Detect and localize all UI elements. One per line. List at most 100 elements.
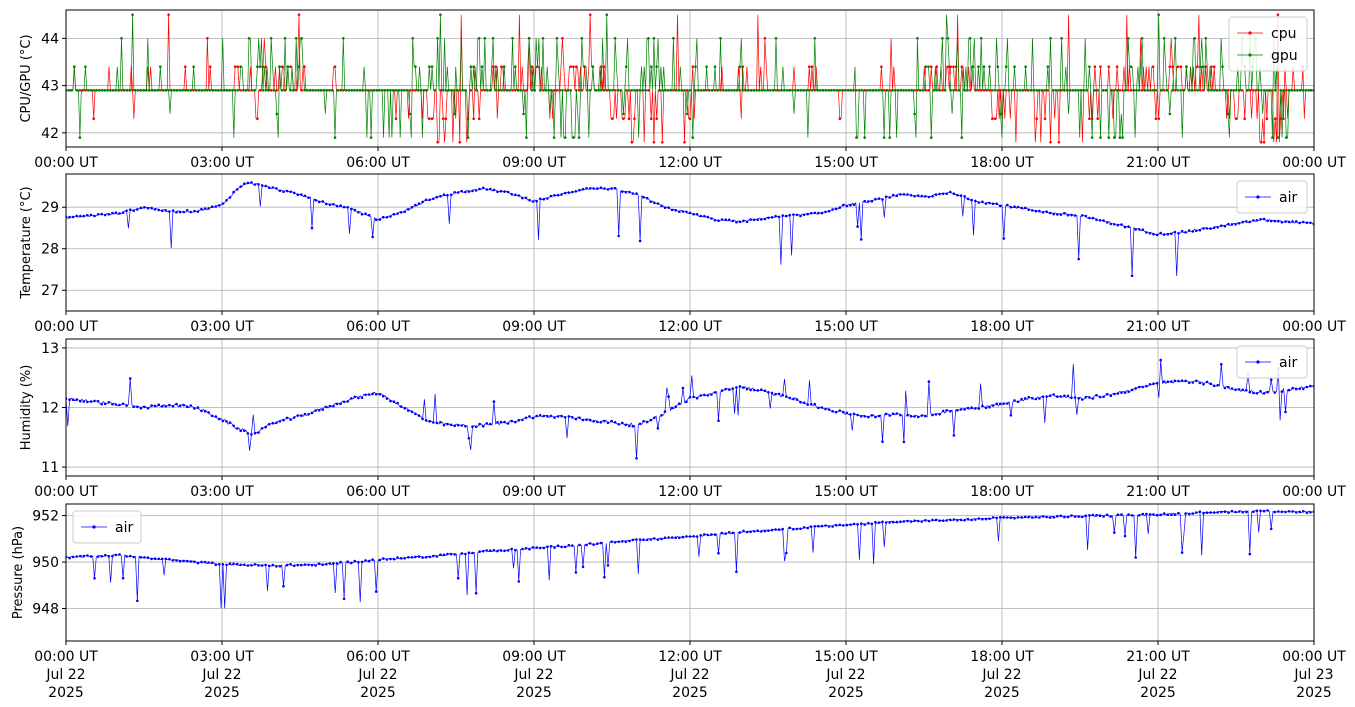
data-point: [599, 420, 603, 424]
data-point: [453, 553, 457, 556]
data-point: [471, 189, 474, 193]
data-point: [1176, 65, 1180, 68]
data-point: [1230, 509, 1234, 513]
data-point: [586, 89, 589, 92]
data-point: [1212, 384, 1216, 388]
data-point: [311, 89, 315, 92]
data-point: [192, 89, 195, 92]
data-point: [218, 417, 221, 421]
data-point: [1266, 390, 1269, 394]
data-point: [1199, 89, 1202, 92]
data-point: [1305, 511, 1309, 514]
data-point: [103, 89, 107, 92]
data-point: [830, 89, 833, 92]
data-point: [367, 393, 371, 396]
data-point: [111, 554, 114, 558]
data-point: [844, 89, 847, 92]
data-point: [257, 183, 260, 186]
data-point: [1185, 65, 1188, 68]
data-point: [150, 404, 153, 407]
data-point: [436, 37, 439, 40]
data-point: [567, 543, 571, 547]
data-point: [1166, 513, 1170, 516]
data-point: [1276, 13, 1280, 16]
data-point: [777, 215, 781, 219]
data-point: [1002, 89, 1005, 92]
data-point: [538, 414, 542, 417]
data-point: [282, 418, 285, 422]
data-point: [1043, 89, 1047, 92]
data-point: [998, 516, 1002, 519]
data-point: [899, 520, 902, 523]
data-point: [514, 193, 517, 197]
data-point: [247, 37, 251, 40]
data-point: [1202, 511, 1205, 515]
data-point: [708, 89, 711, 92]
data-point: [128, 554, 132, 558]
legend-marker-air: [1256, 195, 1260, 199]
data-point: [1010, 89, 1013, 92]
data-point: [813, 89, 817, 92]
data-point: [332, 404, 335, 408]
data-point: [182, 403, 185, 407]
data-point: [827, 408, 831, 411]
data-point: [193, 560, 196, 564]
data-point: [210, 205, 214, 208]
data-point: [1180, 551, 1184, 554]
data-point: [1079, 89, 1083, 92]
data-point: [71, 398, 75, 402]
data-point: [95, 89, 98, 92]
data-point: [592, 419, 595, 423]
data-point: [817, 406, 820, 410]
data-point: [235, 427, 239, 430]
data-point: [258, 89, 262, 92]
data-point: [106, 89, 109, 92]
x-year-label: 2025: [984, 685, 1020, 701]
data-point: [877, 197, 881, 200]
data-point: [439, 13, 442, 16]
data-point: [613, 187, 617, 190]
data-point: [899, 413, 902, 417]
data-point: [866, 89, 869, 92]
plot-area: [66, 509, 1314, 609]
data-point: [239, 89, 242, 92]
data-point: [735, 89, 739, 92]
data-point: [1073, 214, 1077, 217]
data-point: [1138, 385, 1141, 389]
data-point: [1130, 514, 1134, 517]
data-point: [511, 37, 514, 40]
data-point: [506, 549, 510, 552]
data-point: [225, 420, 228, 423]
data-point: [372, 89, 376, 92]
data-point: [988, 65, 991, 68]
data-point: [1006, 402, 1009, 405]
data-point: [638, 538, 642, 541]
data-point: [196, 210, 200, 213]
data-point: [710, 393, 713, 396]
data-point: [269, 37, 273, 40]
data-point: [606, 421, 610, 425]
data-point: [128, 377, 132, 380]
data-point: [603, 575, 606, 579]
legend-label-cpu: cpu: [1271, 26, 1296, 42]
data-point: [1212, 226, 1216, 229]
x-year-label: 2025: [672, 685, 708, 701]
data-point: [1129, 89, 1133, 92]
data-point: [1070, 396, 1073, 400]
data-point: [208, 89, 212, 92]
data-point: [924, 519, 927, 522]
data-point: [952, 434, 956, 437]
data-point: [916, 37, 919, 40]
data-point: [1285, 89, 1288, 92]
data-point: [1226, 89, 1230, 92]
data-point: [977, 65, 980, 68]
data-point: [1168, 65, 1172, 68]
data-point: [397, 89, 401, 92]
data-point: [200, 207, 203, 211]
data-point: [1041, 515, 1045, 518]
data-point: [874, 415, 877, 419]
data-point: [938, 412, 941, 416]
data-point: [542, 546, 546, 550]
data-point: [150, 89, 154, 92]
data-point: [89, 213, 93, 217]
